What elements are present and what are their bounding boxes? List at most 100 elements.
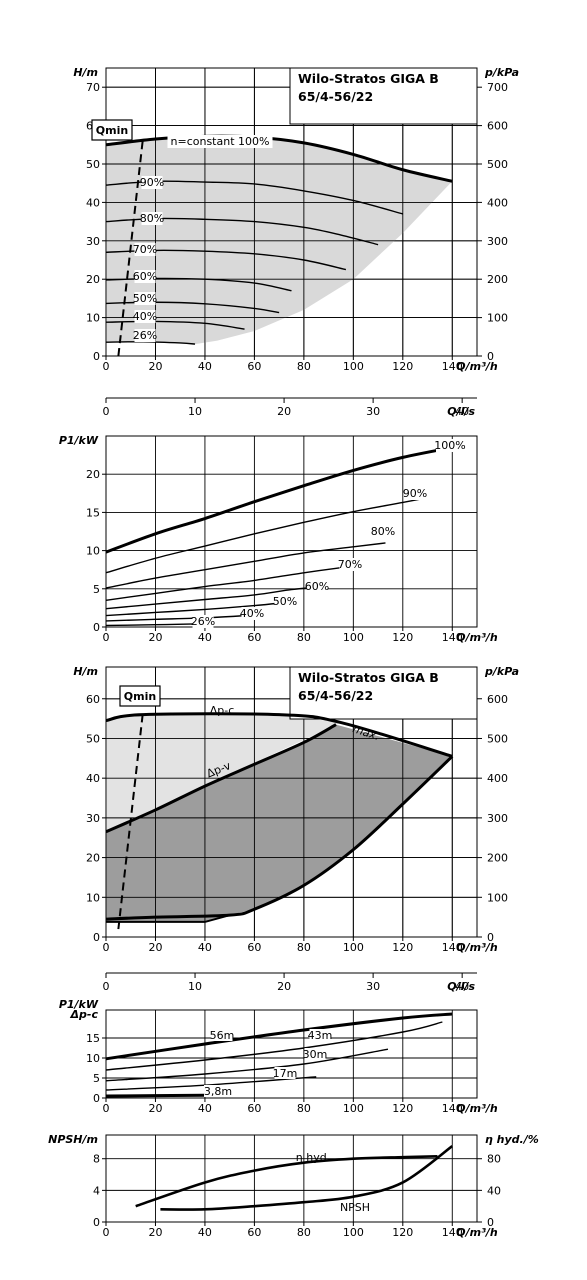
x-axis-title: Q/m³/h [456, 1102, 498, 1115]
npsh-curve [160, 1145, 454, 1211]
x-tick-label: 20 [148, 941, 162, 954]
y-right-tick-label: 100 [487, 891, 508, 904]
max-curve [105, 712, 453, 758]
x-tick-label: 40 [198, 1226, 212, 1239]
x-tick-label: 140 [442, 941, 463, 954]
dpc-power-curve [105, 1021, 443, 1071]
y-axis-title: P1/kW [59, 434, 99, 447]
y-tick-label: 10 [86, 1052, 100, 1065]
x-tick-label: 60 [247, 1226, 261, 1239]
x-axis-title: Q/m³/h [456, 631, 498, 644]
y-right-tick-label: 400 [487, 196, 508, 209]
y-right-tick-label: 40 [487, 1184, 501, 1197]
y-tick-label: 40 [86, 196, 100, 209]
y-right-tick-label: 0 [487, 931, 494, 944]
power-curve-label: 90% [403, 487, 427, 500]
y-right-tick-label: 700 [487, 81, 508, 94]
x-tick-label: 60 [247, 360, 261, 373]
x-tick-label: 100 [343, 1102, 364, 1115]
x-tick-label: 60 [247, 941, 261, 954]
y-tick-label: 50 [86, 732, 100, 745]
label-bg [309, 1029, 331, 1041]
power-curve [105, 565, 349, 601]
x-tick-label: 100 [343, 360, 364, 373]
speed-curve-label: 40% [133, 310, 157, 323]
x-tick-label: 100 [343, 941, 364, 954]
efficiency-label: η hyd. [296, 1151, 330, 1164]
qmin-line [117, 710, 145, 930]
plot-area [105, 1134, 478, 1223]
y-right-tick-label: 500 [487, 158, 508, 171]
label-bg [134, 292, 156, 305]
label-bg [167, 135, 273, 148]
dpc-label: Δp-c [210, 704, 235, 717]
x-tick-label: 80 [297, 941, 311, 954]
x-tick-label: 20 [148, 631, 162, 644]
y-tick-label: 60 [86, 693, 100, 706]
y-right-tick-label: 300 [487, 812, 508, 825]
y-right-axis-title: p/kPa [484, 665, 519, 678]
dpc-range-fill [106, 714, 341, 832]
y-right-tick-label: 0 [487, 350, 494, 363]
y-axis-title: Δp-c [70, 1008, 99, 1021]
x-tick-label: 80 [297, 631, 311, 644]
speed-curve-label: 70% [133, 243, 157, 256]
label-bg [274, 1067, 296, 1079]
efficiency-curve [135, 1155, 438, 1208]
label-bg [436, 439, 464, 452]
x-tick-label: 140 [442, 1226, 463, 1239]
qmin-label: Qmin [124, 690, 156, 703]
dpv-range-fill [106, 724, 453, 922]
x2-axis-title: Q/l/s [447, 405, 475, 418]
dpc-power-curve [105, 1093, 205, 1098]
power-curve-label: 26% [191, 615, 215, 628]
y-tick-label: 0 [93, 621, 100, 634]
y-right-tick-label: 200 [487, 273, 508, 286]
x-tick-label: 120 [392, 360, 413, 373]
speed-curve-label: 60% [133, 270, 157, 283]
label-bg [204, 1085, 232, 1097]
power-curve [105, 497, 423, 574]
power-curve-label: 70% [338, 558, 362, 571]
x2-tick-label: 30 [366, 405, 380, 418]
head-flow-chart-2: 0 20 40 60 80 100 120 1400102030405060010020030… [73, 665, 519, 993]
y-tick-label: 0 [93, 931, 100, 944]
x-tick-label: 140 [442, 360, 463, 373]
x-tick-label: 140 [442, 631, 463, 644]
power-curve-label: 80% [371, 525, 395, 538]
label-bg [134, 310, 156, 323]
speed-curve [105, 134, 453, 183]
x-tick-label: 60 [247, 631, 261, 644]
label-bg [141, 212, 163, 225]
y-tick-label: 5 [93, 1072, 100, 1085]
power-curve [105, 614, 248, 622]
speed-curve-label: 26% [133, 329, 157, 342]
y-tick-label: 0 [93, 1216, 100, 1229]
y-tick-label: 40 [86, 772, 100, 785]
chart-title: Wilo-Stratos GIGA B [298, 71, 439, 86]
label-bg [141, 176, 163, 189]
dpc-power-curve [105, 1048, 389, 1082]
power-curve-label: 60% [305, 580, 329, 593]
dpc-power-curve-label: 17m [273, 1067, 298, 1080]
label-bg [211, 1029, 233, 1041]
chart-subtitle: 65/4-56/22 [298, 688, 373, 703]
chart-title: Wilo-Stratos GIGA B [298, 670, 439, 685]
x-tick-label: 40 [198, 1102, 212, 1115]
y-right-tick-label: 600 [487, 120, 508, 133]
x-tick-label: 0 [103, 631, 110, 644]
speed-curve [105, 320, 245, 330]
speed-curve-label: 80% [140, 212, 164, 225]
y-right-axis-title: p/kPa [484, 66, 519, 79]
y-tick-label: 15 [86, 506, 100, 519]
x2-tick-label: 30 [366, 980, 380, 993]
y-tick-label: 30 [86, 812, 100, 825]
y-right-tick-label: 80 [487, 1153, 501, 1166]
speed-curve-label: 90% [140, 176, 164, 189]
y-axis-title: NPSH/m [48, 1133, 98, 1146]
x-tick-label: 140 [442, 1102, 463, 1115]
label-bg [134, 329, 156, 342]
label-bg [306, 580, 328, 593]
